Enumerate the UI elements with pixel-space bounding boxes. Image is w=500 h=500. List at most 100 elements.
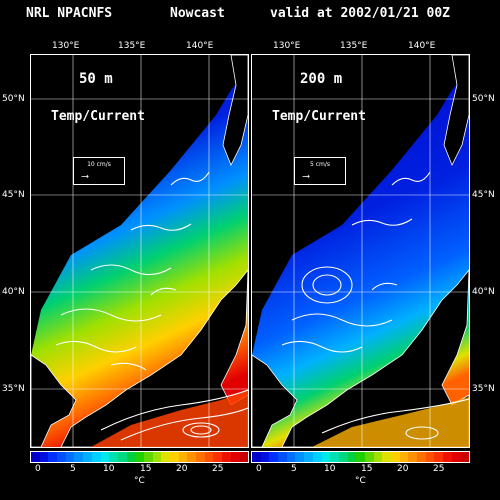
- colorbar-tick-10-right: 10: [324, 464, 336, 474]
- colorbar-swatch: [152, 452, 162, 462]
- colorbar-swatch: [425, 452, 435, 462]
- colorbar-swatch: [135, 452, 144, 462]
- colorbar-swatch: [364, 452, 374, 462]
- colorbar-swatch: [39, 452, 49, 462]
- velocity-scale-200m: 5 cm/s ⟶: [294, 157, 346, 185]
- colorbar-tick-0-left: 0: [35, 464, 41, 474]
- colorbar-swatch: [382, 452, 391, 462]
- colorbar-swatch: [260, 452, 270, 462]
- colorbar-swatch: [443, 452, 452, 462]
- lon-label-140-right: 140°E: [408, 41, 436, 51]
- colorbar-tick-15-left: 15: [140, 464, 152, 474]
- land-korea-50m: [31, 354, 77, 447]
- colorbar-swatch: [196, 452, 205, 462]
- current-streamlines-50m: [55, 171, 248, 441]
- colorbar-swatch: [278, 452, 287, 462]
- header-forecast-type: Nowcast: [170, 6, 225, 21]
- velocity-scale-label-50m: 10 cm/s: [87, 161, 111, 168]
- lat-label-50-right: 50°N: [472, 94, 495, 104]
- colorbar-swatch: [286, 452, 296, 462]
- map-panel-200m: 200 m Temp/Current 5 cm/s ⟶: [251, 54, 470, 448]
- land-sakhalin-50m: [222, 55, 248, 166]
- lat-label-50-left: 50°N: [2, 94, 25, 104]
- lat-label-35-left: 35°N: [2, 384, 25, 394]
- colorbar-swatch: [178, 452, 188, 462]
- colorbar-swatch: [57, 452, 66, 462]
- colorbar-right: [251, 451, 470, 463]
- velocity-scale-50m: 10 cm/s ⟶: [73, 157, 125, 185]
- velocity-scale-arrow-icon: ⟶: [82, 171, 89, 182]
- map-panel-50m: 50 m Temp/Current 10 cm/s ⟶: [30, 54, 249, 448]
- lon-label-140-left: 140°E: [186, 41, 214, 51]
- colorbar-swatch: [338, 452, 348, 462]
- velocity-scale-arrow-icon: ⟶: [303, 171, 310, 182]
- colorbar-swatch: [74, 452, 84, 462]
- colorbar-left: [30, 451, 249, 463]
- colorbar-tick-20-right: 20: [397, 464, 409, 474]
- colorbar-swatch: [347, 452, 357, 462]
- colorbar-tick-0-right: 0: [256, 464, 262, 474]
- colorbar-swatch: [117, 452, 127, 462]
- header-model: NRL NPACNFS: [26, 6, 113, 21]
- lat-label-40-left: 40°N: [2, 287, 25, 297]
- colorbar-tick-10-left: 10: [103, 464, 115, 474]
- colorbar-swatch: [434, 452, 444, 462]
- colorbar-tick-5-right: 5: [291, 464, 297, 474]
- temperature-map-200m: [252, 55, 469, 447]
- colorbar-swatch: [170, 452, 179, 462]
- colorbar-swatch: [143, 452, 153, 462]
- colorbar-swatch: [330, 452, 339, 462]
- lat-label-35-right: 35°N: [472, 384, 495, 394]
- colorbar-tick-20-left: 20: [176, 464, 188, 474]
- colorbar-swatch: [356, 452, 365, 462]
- colorbar-swatch: [304, 452, 313, 462]
- lat-label-40-right: 40°N: [472, 287, 495, 297]
- colorbar-swatch: [204, 452, 214, 462]
- lon-label-130-right: 130°E: [273, 41, 301, 51]
- colorbar-tick-25-left: 25: [212, 464, 224, 474]
- lat-label-45-left: 45°N: [2, 190, 25, 200]
- colorbar-swatch: [91, 452, 101, 462]
- colorbar-swatch: [161, 452, 170, 462]
- colorbar-swatch: [126, 452, 136, 462]
- colorbar-swatch: [417, 452, 426, 462]
- velocity-scale-label-200m: 5 cm/s: [309, 161, 330, 168]
- colorbar-swatch: [451, 452, 461, 462]
- lon-label-135-left: 135°E: [118, 41, 146, 51]
- land-korea-200m: [252, 354, 298, 447]
- land-sakhalin-200m: [443, 55, 469, 166]
- colorbar-swatch: [100, 452, 110, 462]
- colorbar-swatch: [213, 452, 223, 462]
- colorbar-swatch: [48, 452, 58, 462]
- colorbar-unit-right: °C: [355, 476, 366, 486]
- current-streamlines-200m: [281, 171, 469, 440]
- lat-label-45-right: 45°N: [472, 190, 495, 200]
- subtitle-50m: Temp/Current: [51, 109, 145, 124]
- colorbar-swatch: [222, 452, 231, 462]
- colorbar-swatch: [252, 452, 261, 462]
- colorbar-tick-5-left: 5: [70, 464, 76, 474]
- colorbar-swatch: [460, 452, 470, 462]
- lon-label-130-left: 130°E: [52, 41, 80, 51]
- colorbar-swatch: [373, 452, 383, 462]
- colorbar-swatch: [230, 452, 240, 462]
- land-honshu-50m: [60, 269, 248, 447]
- colorbar-swatch: [312, 452, 322, 462]
- colorbar-swatch: [295, 452, 305, 462]
- colorbar-swatch: [408, 452, 418, 462]
- colorbar-tick-25-right: 25: [433, 464, 445, 474]
- colorbar-swatch: [321, 452, 331, 462]
- colorbar-unit-left: °C: [134, 476, 145, 486]
- colorbar-swatch: [109, 452, 118, 462]
- depth-label-200m: 200 m: [300, 71, 343, 87]
- colorbar-swatch: [65, 452, 75, 462]
- colorbar-tick-15-right: 15: [361, 464, 373, 474]
- colorbar-swatch: [239, 452, 249, 462]
- land-honshu-200m: [281, 269, 469, 447]
- colorbar-swatch: [399, 452, 409, 462]
- colorbar-swatch: [391, 452, 400, 462]
- colorbar-swatch: [269, 452, 279, 462]
- colorbar-swatch: [187, 452, 197, 462]
- temperature-map-50m: [31, 55, 248, 447]
- colorbar-swatch: [83, 452, 92, 462]
